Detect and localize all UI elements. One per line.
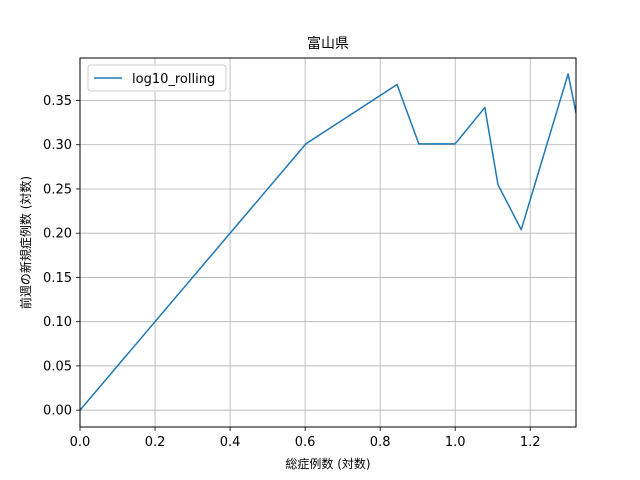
y-tick-label: 0.05 — [43, 359, 72, 374]
x-tick-label: 1.2 — [520, 435, 541, 450]
legend-box — [87, 64, 227, 92]
x-axis-title: 総症例数 (対数) — [285, 456, 370, 471]
x-tick-label: 0.8 — [370, 435, 391, 450]
y-tick-label: 0.00 — [43, 404, 72, 419]
y-tick-label: 0.35 — [43, 94, 72, 109]
x-tick-label: 0.2 — [145, 435, 166, 450]
y-axis-title: 前週の新規症例数 (対数) — [18, 176, 33, 309]
plot-area-frame — [79, 57, 577, 428]
chart-title: 富山県 — [307, 35, 349, 52]
legend-label: log10_rolling — [132, 72, 215, 87]
x-tick-label: 1.0 — [445, 435, 466, 450]
series-line — [80, 73, 576, 412]
y-tick-label: 0.30 — [43, 138, 72, 153]
legend: log10_rolling — [87, 64, 227, 92]
series-layer — [80, 73, 576, 412]
grid-lines — [79, 58, 576, 427]
y-tick-label: 0.20 — [43, 227, 72, 242]
y-tick-label: 0.15 — [43, 271, 72, 286]
x-tick-label: 0.0 — [70, 435, 91, 450]
y-tick-label: 0.10 — [43, 315, 72, 330]
x-tick-label: 0.4 — [220, 435, 241, 450]
axis-ticks: 0.0 0.2 0.4 0.6 0.8 1.0 1.2 0.00 0.05 0.10 0.15 0.2… — [43, 94, 541, 450]
x-tick-label: 0.6 — [295, 435, 316, 450]
y-tick-label: 0.25 — [43, 182, 72, 197]
